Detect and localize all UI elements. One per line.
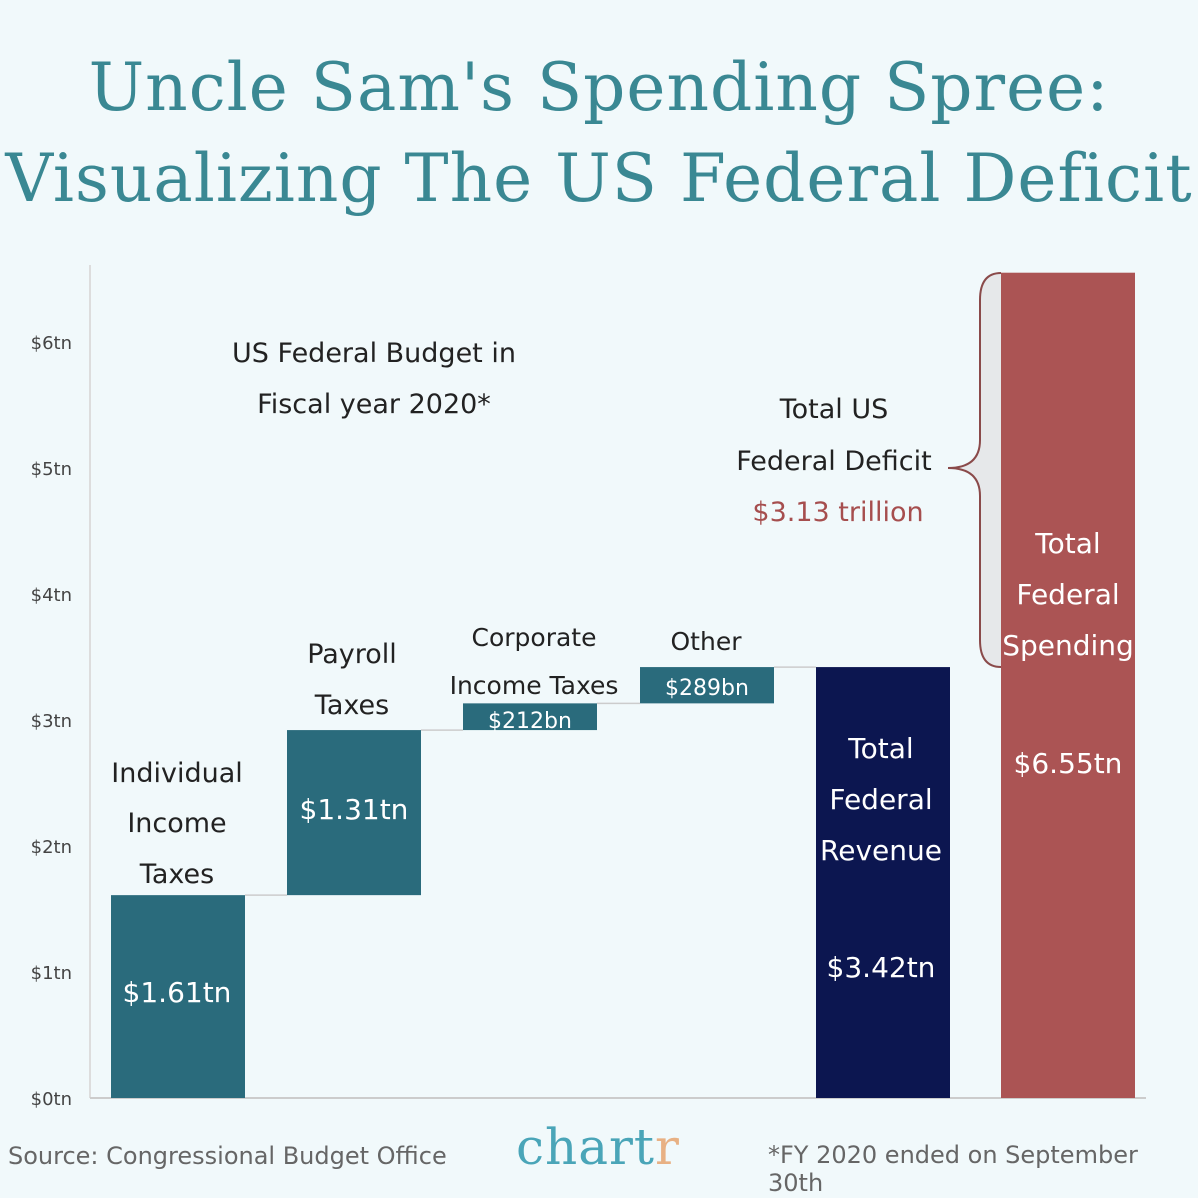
title-line-2: Visualizing The US Federal Deficit: [5, 140, 1193, 217]
label-corporate-1: Corporate: [472, 623, 597, 652]
label-individual-1: Individual: [111, 758, 243, 789]
bar-total-federal-revenue: [816, 667, 950, 1098]
deficit-value: $3.13 trillion: [752, 497, 923, 528]
label-individual-3: Taxes: [139, 859, 214, 890]
deficit-brace: [948, 273, 1001, 667]
label-other: Other: [671, 627, 743, 656]
value-revenue: $3.42tn: [827, 951, 936, 984]
chartr-logo: chartr: [516, 1118, 680, 1176]
label-revenue-3: Revenue: [820, 834, 942, 867]
title-line-1: Uncle Sam's Spending Spree:: [88, 49, 1110, 126]
chart-title-line-1: US Federal Budget in: [232, 338, 516, 369]
fiscal-year-note: *FY 2020 ended on September 30th: [768, 1141, 1138, 1197]
bar-other: [640, 667, 774, 704]
label-individual-2: Income: [127, 808, 226, 839]
value-corporate: $212bn: [488, 709, 572, 734]
bar-payroll-taxes: [287, 730, 421, 896]
value-individual: $1.61tn: [123, 976, 232, 1009]
y-tick-label: $0tn: [31, 1089, 72, 1110]
deficit-label-1: Total US: [779, 394, 889, 425]
source-note: Source: Congressional Budget Office: [8, 1142, 447, 1170]
label-revenue-2: Federal: [829, 783, 932, 816]
label-spending-3: Spending: [1002, 629, 1134, 662]
deficit-brace-outline: [947, 272, 1002, 668]
y-tick-label: $3tn: [31, 711, 72, 732]
label-spending-1: Total: [1034, 527, 1100, 560]
label-spending-2: Federal: [1016, 578, 1119, 611]
value-other: $289bn: [665, 676, 749, 701]
label-payroll-2: Taxes: [314, 690, 389, 721]
label-payroll-1: Payroll: [307, 639, 397, 670]
value-spending: $6.55tn: [1014, 747, 1123, 780]
deficit-label-2: Federal Deficit: [736, 446, 932, 477]
value-payroll: $1.31tn: [300, 793, 409, 826]
y-tick-label: $2tn: [31, 837, 72, 858]
bar-total-federal-spending: [1001, 272, 1135, 1098]
y-tick-label: $5tn: [31, 459, 72, 480]
chart-title-line-2: Fiscal year 2020*: [257, 389, 491, 420]
y-tick-label: $1tn: [31, 963, 72, 984]
bar-individual-income-taxes: [111, 895, 245, 1098]
label-corporate-2: Income Taxes: [450, 671, 619, 700]
y-tick-label: $6tn: [31, 333, 72, 354]
bar-corporate-income-taxes: [463, 703, 597, 731]
y-tick-label: $4tn: [31, 585, 72, 606]
label-revenue-1: Total: [847, 732, 913, 765]
